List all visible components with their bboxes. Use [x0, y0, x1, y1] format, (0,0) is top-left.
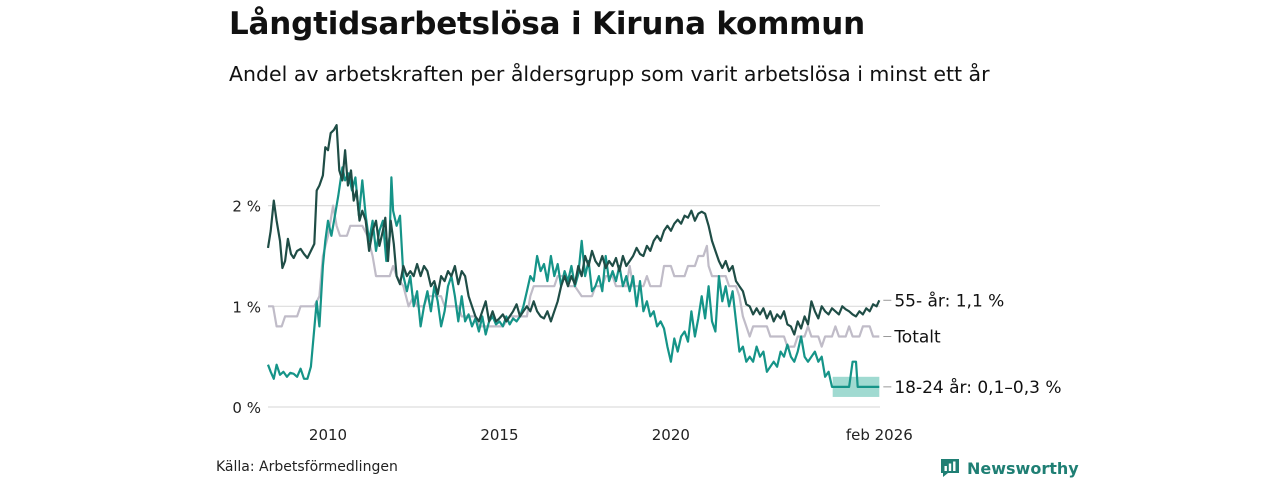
- newsworthy-logo: Newsworthy: [939, 457, 1079, 479]
- series-lines: [266, 124, 881, 388]
- axis-labels: 0 % 1 % 2 % 2010 2015 2020 feb 2026: [232, 198, 912, 444]
- chart-title: Långtidsarbetslösa i Kiruna kommun: [229, 6, 866, 42]
- source-note: Källa: Arbetsförmedlingen: [216, 459, 398, 475]
- series-line-18-24-r: [266, 166, 880, 388]
- end-label: Totalt: [893, 328, 941, 348]
- chart-subtitle: Andel av arbetskraften per åldersgrupp s…: [229, 62, 990, 86]
- uncertainty-band-18-24: [832, 376, 880, 397]
- y-tick-label: 1 %: [232, 298, 261, 316]
- newsworthy-chart-icon: [941, 459, 959, 477]
- end-label: 55- år: 1,1 %: [894, 290, 1004, 311]
- end-labels: 55- år: 1,1 % Totalt 18-24 år: 0,1–0,3 %: [883, 290, 1061, 398]
- x-tick-label: 2020: [652, 426, 690, 444]
- x-tick-label: feb 2026: [846, 426, 913, 444]
- y-tick-label: 0 %: [232, 399, 261, 417]
- x-tick-label: 2010: [309, 426, 347, 444]
- uncertainty-band: [832, 376, 880, 397]
- brand-name: Newsworthy: [967, 458, 1079, 478]
- end-label: 18-24 år: 0,1–0,3 %: [894, 377, 1061, 398]
- y-tick-label: 2 %: [232, 198, 261, 216]
- grid-lines: [268, 205, 880, 408]
- series-line-55-r: [266, 124, 881, 336]
- x-tick-label: 2015: [480, 426, 518, 444]
